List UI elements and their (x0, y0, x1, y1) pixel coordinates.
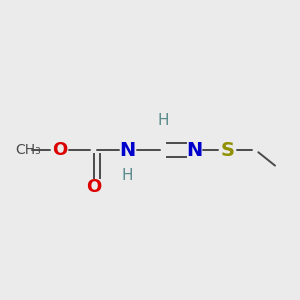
Text: S: S (220, 140, 234, 160)
Text: CH₃: CH₃ (15, 143, 41, 157)
Text: H: H (122, 168, 134, 183)
Text: H: H (158, 113, 169, 128)
Text: O: O (52, 141, 67, 159)
Text: O: O (86, 178, 101, 196)
Text: N: N (187, 140, 203, 160)
Text: N: N (120, 140, 136, 160)
